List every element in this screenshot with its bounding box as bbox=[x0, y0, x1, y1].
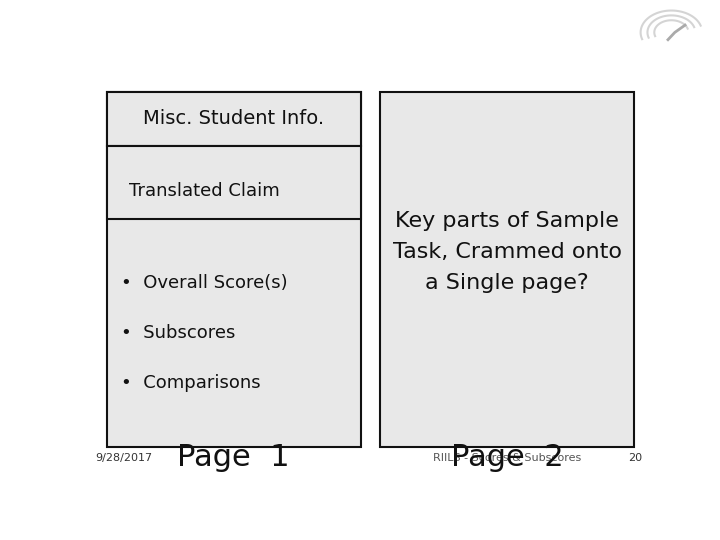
Text: 20: 20 bbox=[629, 453, 642, 463]
FancyBboxPatch shape bbox=[380, 92, 634, 447]
Text: •  Overall Score(s): • Overall Score(s) bbox=[121, 274, 287, 292]
FancyBboxPatch shape bbox=[107, 92, 361, 447]
Text: Misc. Student Info.: Misc. Student Info. bbox=[143, 110, 324, 129]
Text: a Single page?: a Single page? bbox=[426, 273, 589, 293]
Text: Key parts of Sample: Key parts of Sample bbox=[395, 211, 619, 231]
FancyBboxPatch shape bbox=[107, 146, 361, 219]
Text: •  Subscores: • Subscores bbox=[121, 324, 235, 342]
Text: Page  1: Page 1 bbox=[177, 443, 290, 472]
Text: Task, Crammed onto: Task, Crammed onto bbox=[392, 242, 621, 262]
Text: Page  2: Page 2 bbox=[451, 443, 564, 472]
Text: RIILS - Scores & Subscores: RIILS - Scores & Subscores bbox=[433, 453, 581, 463]
Text: 9/28/2017: 9/28/2017 bbox=[96, 453, 153, 463]
Text: •  Comparisons: • Comparisons bbox=[121, 374, 261, 392]
Text: Translated Claim: Translated Claim bbox=[129, 182, 280, 200]
FancyBboxPatch shape bbox=[107, 92, 361, 146]
